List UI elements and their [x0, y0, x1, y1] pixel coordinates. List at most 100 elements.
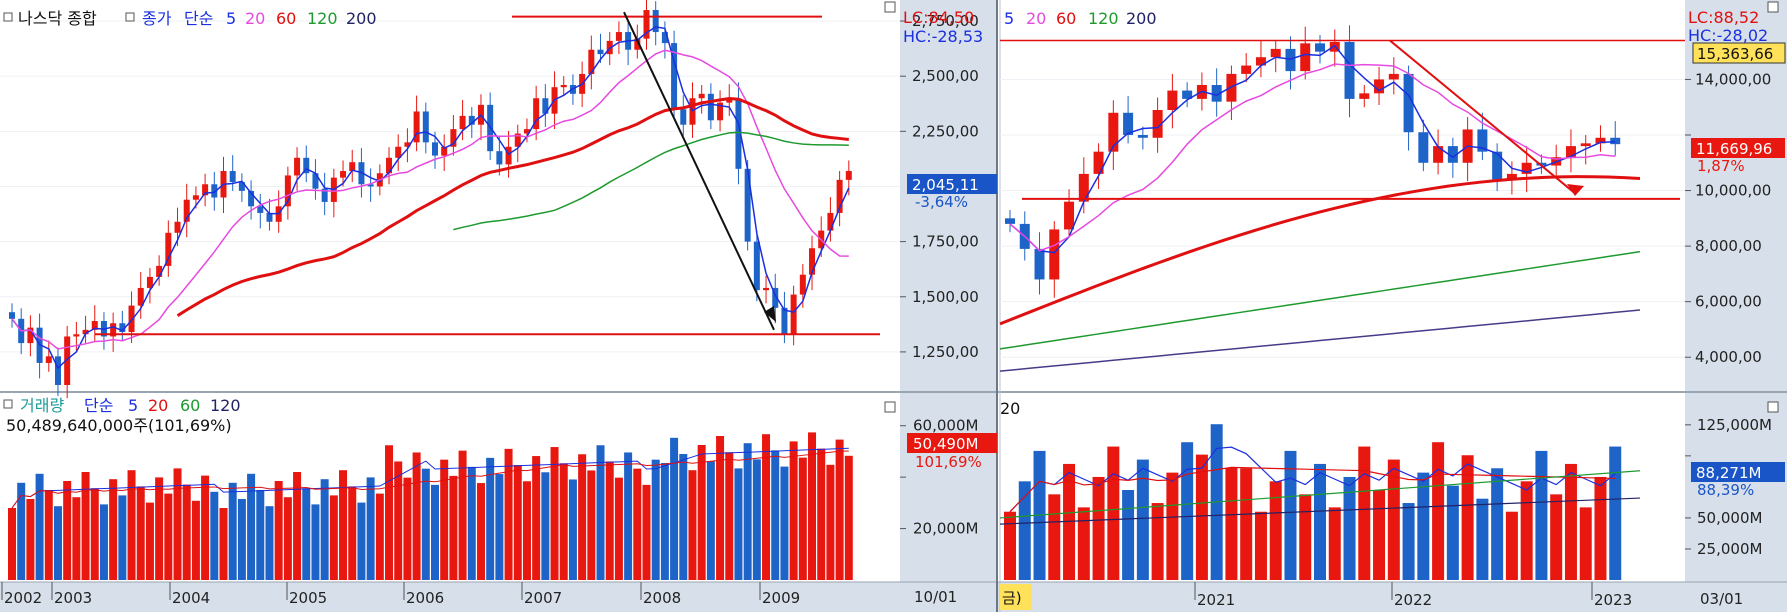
candle-body — [367, 184, 374, 187]
right-volume-close-icon[interactable] — [1767, 401, 1779, 413]
volume-bar — [228, 482, 237, 580]
volume-bar — [624, 452, 633, 580]
candle-body — [1152, 110, 1163, 138]
candle-body — [735, 98, 742, 169]
volume-bar — [1181, 442, 1194, 580]
right-volume-tick: 50,000M — [1697, 509, 1762, 527]
r-vol-ma120-line — [999, 497, 1641, 525]
right-price-axis — [1685, 0, 1787, 612]
r-ma200-line — [999, 309, 1641, 372]
candle-body — [827, 212, 834, 231]
volume-bar — [835, 439, 844, 580]
candle-body — [753, 241, 760, 291]
right-legend: 5 20 60 120 200 — [1004, 9, 1157, 28]
left-price-close-icon[interactable] — [884, 1, 896, 13]
r-ma5-label: 5 — [1004, 9, 1014, 28]
right-price-tick: 8,000,00 — [1695, 237, 1762, 255]
left-price-tick: 2,500,00 — [912, 67, 979, 85]
candle-body — [340, 171, 347, 178]
volume-bar — [1107, 446, 1120, 580]
candle-body — [1433, 146, 1444, 163]
volume-bar — [449, 475, 458, 580]
candle-body — [395, 146, 402, 158]
volume-bar — [302, 488, 311, 580]
left-drawings[interactable] — [95, 11, 880, 336]
candle-body — [1226, 73, 1237, 102]
candle-body — [1093, 151, 1104, 174]
candle-body — [45, 356, 52, 363]
right-trend-line[interactable] — [1389, 39, 1576, 195]
volume-bar — [1520, 481, 1533, 580]
volume-bar — [8, 508, 16, 580]
candle-body — [560, 85, 567, 88]
r-ma60-label: 60 — [1056, 9, 1076, 28]
volume-bar — [412, 452, 421, 580]
volume-bar — [17, 482, 26, 580]
volume-bar — [596, 445, 605, 580]
volume-bar — [541, 472, 550, 580]
volume-bar — [844, 455, 853, 580]
volume-bar — [1136, 459, 1149, 580]
candle-body — [707, 93, 714, 121]
right-date-tab[interactable] — [1000, 584, 1032, 610]
volume-bar — [1151, 503, 1164, 580]
legend-toggle-icon[interactable] — [3, 12, 13, 22]
right-drawings[interactable] — [1000, 39, 1685, 200]
volume-toggle-icon[interactable] — [3, 399, 13, 409]
candle-body — [294, 157, 301, 176]
volume-bar — [210, 491, 219, 580]
volume-bar — [26, 499, 35, 580]
r-ma5-line — [1009, 44, 1616, 254]
candle-body — [845, 171, 852, 180]
candle-body — [468, 115, 475, 125]
candle-body — [192, 195, 199, 200]
volume-bar — [716, 436, 725, 580]
left-year-label: 2004 — [172, 589, 210, 607]
left-last-volume: 50,490M — [913, 435, 978, 453]
ma-toggle-icon[interactable] — [125, 12, 135, 22]
candle-body — [1182, 90, 1193, 99]
ma5-label: 5 — [226, 9, 236, 28]
candle-body — [1123, 112, 1134, 135]
candle-body — [110, 323, 117, 337]
candle-body — [229, 171, 236, 183]
volume-bar — [63, 481, 72, 580]
volume-bar — [182, 484, 191, 580]
left-year-label: 2007 — [524, 589, 562, 607]
candle-body — [1315, 43, 1325, 52]
volume-bar — [421, 468, 430, 580]
candle-body — [1388, 73, 1399, 80]
vol-ma5-label: 5 — [128, 396, 138, 415]
candle-body — [496, 151, 503, 165]
left-last-price-badge — [907, 174, 997, 194]
candle-body — [634, 38, 641, 50]
candle-body — [680, 109, 687, 125]
volume-bar — [504, 448, 513, 580]
volume-bar — [734, 468, 743, 580]
volume-bar — [725, 452, 734, 580]
ma120-label: 120 — [307, 9, 338, 28]
right-high-value: 15,363,66 — [1697, 45, 1773, 63]
left-hc-label: HC:-28,53 — [903, 27, 983, 46]
volume-bar — [522, 481, 531, 580]
right-last-volume: 88,271M — [1696, 464, 1761, 482]
right-lc-label: LC:88,52 — [1688, 8, 1759, 27]
candle-body — [404, 142, 411, 147]
volume-bar — [1402, 503, 1415, 580]
candle-body — [661, 32, 668, 44]
volume-bar — [1122, 490, 1135, 580]
volume-bar — [109, 479, 118, 580]
volume-bar — [789, 441, 798, 580]
right-price-close-icon[interactable] — [1767, 1, 1779, 13]
volume-bar — [375, 493, 384, 580]
volume-bar — [44, 490, 53, 580]
trend-arrow[interactable] — [623, 11, 775, 331]
candle-body — [588, 49, 595, 74]
candle-body — [726, 98, 733, 103]
volume-bar — [798, 457, 807, 580]
volume-bar — [1077, 507, 1090, 580]
left-volume-close-icon[interactable] — [884, 401, 896, 413]
ma120-line — [453, 131, 849, 231]
volume-bar — [81, 472, 90, 580]
candle-body — [257, 206, 264, 213]
